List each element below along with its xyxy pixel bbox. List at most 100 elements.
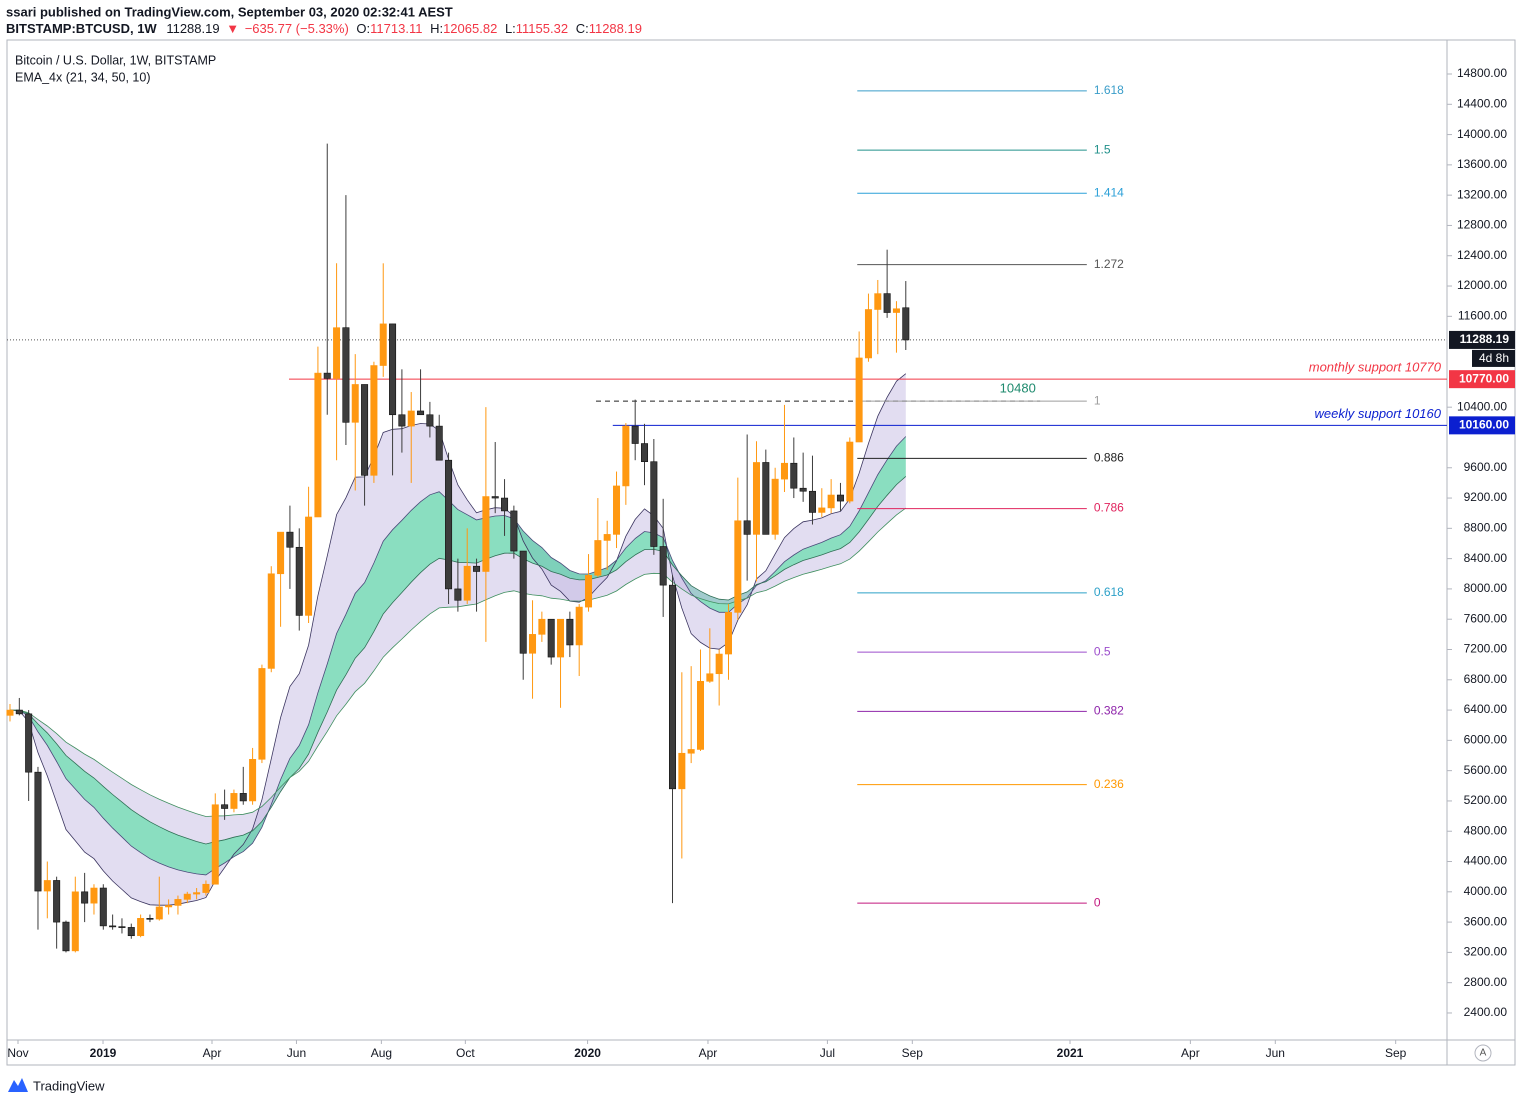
candle-body	[463, 565, 471, 601]
x-tick-label: Jun	[287, 1046, 306, 1060]
candle-body	[743, 520, 751, 535]
x-tick-label: Jun	[1266, 1046, 1285, 1060]
candle-body	[407, 410, 415, 427]
candle-body	[538, 618, 546, 635]
candle-body	[445, 459, 453, 590]
chart-title: Bitcoin / U.S. Dollar, 1W, BITSTAMP	[15, 53, 216, 67]
candle-body	[211, 804, 219, 885]
candle-body	[696, 680, 704, 750]
candle-body	[734, 520, 742, 613]
candle-body	[127, 927, 135, 937]
fib-label: 0	[1094, 895, 1101, 909]
candle-body	[585, 574, 593, 608]
x-tick-label: Apr	[699, 1046, 718, 1060]
candle-body	[6, 709, 14, 716]
auto-scale-label[interactable]: A	[1480, 1048, 1487, 1059]
ohlc-value: 11155.32	[516, 21, 568, 36]
candle-body	[398, 414, 406, 427]
last-price-tag	[1449, 330, 1515, 349]
candle-body	[622, 425, 630, 487]
x-tick-label: Apr	[203, 1046, 222, 1060]
candle-body	[249, 758, 257, 802]
y-tick-label: 14800.00	[1457, 66, 1507, 80]
candle-body	[221, 804, 229, 809]
fib-label: 0.5	[1094, 644, 1111, 658]
ohlc-key: O:	[356, 21, 370, 36]
arrow: ▼	[226, 21, 239, 36]
candle-body	[81, 891, 89, 904]
candle-body	[277, 531, 285, 575]
candle-body	[99, 887, 107, 927]
y-tick-label: 2800.00	[1464, 975, 1508, 989]
candle-body	[15, 709, 23, 715]
candle-body	[818, 507, 826, 513]
candle-body	[174, 899, 182, 906]
y-tick-label: 13600.00	[1457, 157, 1507, 171]
candle-body	[53, 880, 61, 923]
candle-body	[155, 906, 163, 920]
candle-body	[706, 673, 714, 682]
candle-body	[239, 793, 247, 802]
candle-body	[566, 618, 574, 646]
candle-body	[715, 653, 723, 675]
candle-body	[473, 565, 481, 572]
fib-label: 0.236	[1094, 777, 1124, 791]
candle-body	[669, 584, 677, 790]
candle-body	[230, 793, 238, 809]
symbol-line: BITSTAMP:BTCUSD, 1W 11288.19 ▼ −635.77 (…	[6, 21, 642, 36]
candle-body	[43, 880, 51, 892]
y-tick-label: 4400.00	[1464, 854, 1508, 868]
candle-body	[641, 443, 649, 463]
candle-body	[286, 531, 294, 548]
fib-label: 0.382	[1094, 704, 1124, 718]
candle-body	[389, 323, 397, 416]
candle-body	[333, 327, 341, 379]
countdown-tag	[1472, 349, 1515, 367]
last-price-label: 11288.19	[1460, 332, 1510, 346]
candle-body	[631, 425, 639, 444]
y-tick-label: 9600.00	[1464, 460, 1508, 474]
candle-body	[417, 410, 425, 416]
y-tick-label: 9200.00	[1464, 490, 1508, 504]
candle-body	[379, 323, 387, 366]
candle-body	[547, 618, 555, 658]
y-tick-label: 8000.00	[1464, 581, 1508, 595]
candle-body	[687, 749, 695, 754]
y-tick-label: 6800.00	[1464, 672, 1508, 686]
frame	[6, 39, 1516, 1066]
fib-label: 1.5	[1094, 142, 1111, 156]
candle-body	[71, 891, 79, 952]
candle-body	[678, 752, 686, 790]
price-tag-label: 10160.00	[1459, 418, 1509, 432]
candle-body	[183, 893, 191, 900]
candle-body	[426, 414, 434, 427]
y-tick-label: 13200.00	[1457, 187, 1507, 201]
candle-body	[780, 462, 788, 480]
candle-body	[314, 372, 322, 518]
price: 11288.19	[166, 21, 219, 36]
candle-body	[258, 668, 266, 760]
y-tick-label: 11600.00	[1458, 308, 1507, 322]
auto-scale-button[interactable]	[1474, 1044, 1492, 1062]
symbol: BITSTAMP:BTCUSD, 1W	[6, 21, 157, 36]
candle-body	[25, 713, 33, 773]
x-tick-label: Aug	[371, 1046, 392, 1060]
y-tick-label: 6000.00	[1464, 733, 1508, 747]
candle-body	[90, 887, 98, 904]
brand-logo	[8, 1078, 28, 1092]
candle-body	[874, 293, 882, 310]
ohlc-value: 12065.82	[443, 21, 497, 36]
candle-body	[435, 425, 443, 461]
candle-body	[370, 365, 378, 476]
fib-label: 0.786	[1094, 501, 1124, 515]
candle-body	[361, 384, 369, 476]
candle-body	[603, 534, 611, 541]
candle-body	[771, 478, 779, 535]
ohlc-key: H:	[430, 21, 443, 36]
candle-body	[575, 606, 583, 646]
price-tag	[1449, 370, 1515, 389]
candle-body	[557, 618, 565, 658]
price-tag-label: 10770.00	[1459, 371, 1509, 385]
